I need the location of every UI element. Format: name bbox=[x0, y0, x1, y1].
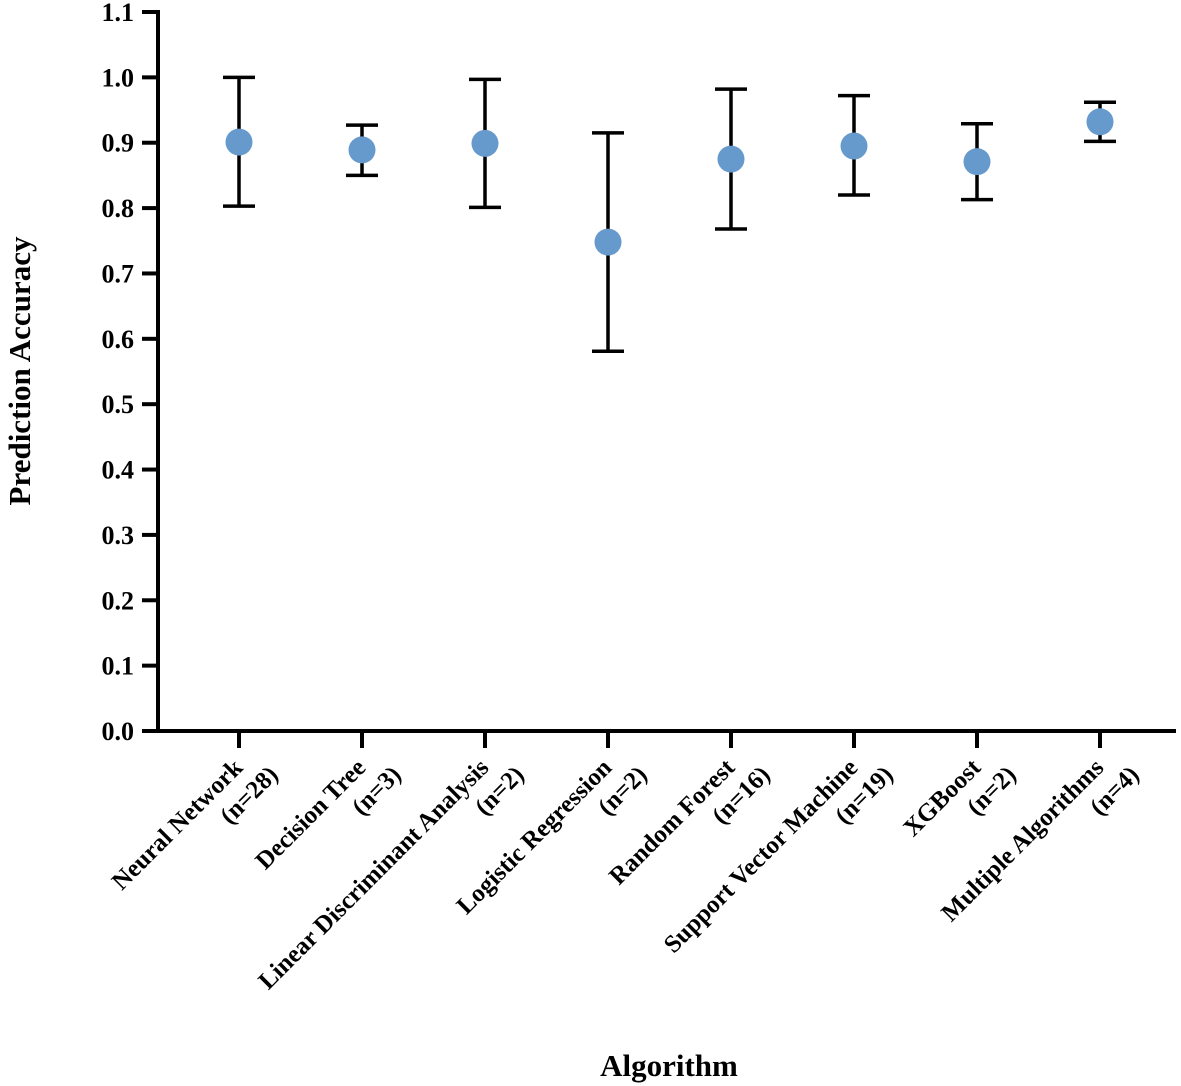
y-tick-label: 0.8 bbox=[102, 194, 135, 223]
y-tick-label: 0.1 bbox=[102, 652, 135, 681]
y-tick-label: 0.9 bbox=[102, 129, 135, 158]
data-point bbox=[840, 132, 868, 160]
error-bars bbox=[223, 75, 1116, 353]
category-labels: Neural Network(n=28)Decision Tree(n=3)Li… bbox=[107, 754, 1145, 995]
y-tick-label: 0.6 bbox=[102, 325, 135, 354]
y-tick-label: 0.3 bbox=[102, 521, 135, 550]
y-tick-label: 0.0 bbox=[102, 717, 135, 746]
y-axis-title: Prediction Accuracy bbox=[2, 236, 37, 505]
data-point bbox=[471, 129, 499, 157]
y-tick-label: 0.7 bbox=[102, 259, 135, 288]
data-point bbox=[348, 136, 376, 164]
y-axis: 0.0 0.1 0.2 0.3 0.4 0.5 0.6 0.7 0.8 0.9 1.0 1.1 bbox=[102, 0, 160, 746]
y-tick-label: 0.5 bbox=[102, 390, 135, 419]
category-label: Support Vector Machine(n=19) bbox=[659, 754, 899, 958]
data-point bbox=[963, 148, 991, 176]
y-tick-label: 1.0 bbox=[102, 63, 135, 92]
category-label: Neural Network(n=28) bbox=[107, 754, 284, 895]
data-point bbox=[717, 145, 745, 173]
x-axis bbox=[156, 729, 1176, 748]
data-point bbox=[225, 128, 253, 156]
y-tick-label: 0.2 bbox=[102, 586, 135, 615]
data-points bbox=[225, 108, 1114, 256]
data-point bbox=[594, 228, 622, 256]
y-tick-label: 0.4 bbox=[102, 456, 135, 485]
category-name: Neural Network bbox=[107, 754, 248, 895]
x-axis-title: Algorithm bbox=[600, 1048, 738, 1083]
y-tick-label: 1.1 bbox=[102, 0, 135, 27]
data-point bbox=[1086, 108, 1114, 136]
